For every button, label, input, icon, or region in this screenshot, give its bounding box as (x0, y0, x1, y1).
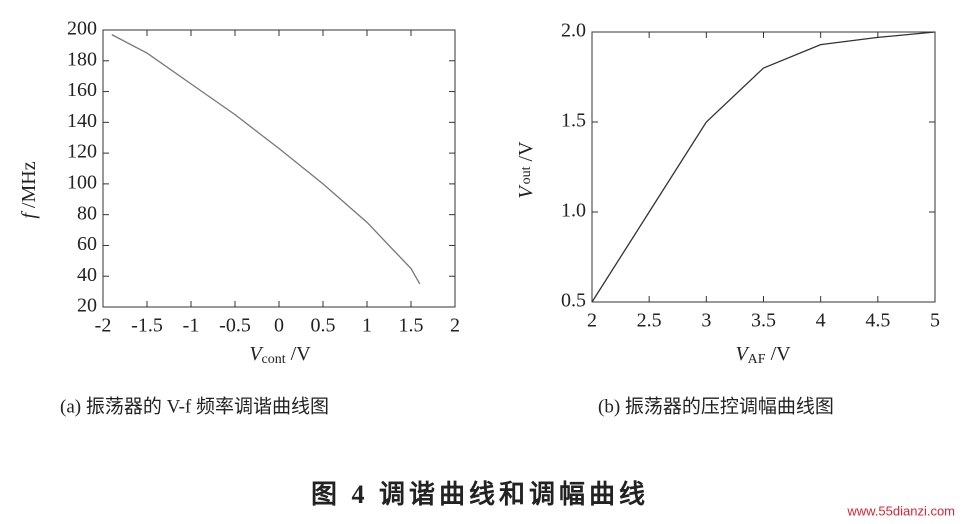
axis-label: f /MHz (18, 161, 40, 218)
axis-label-unit: /V (766, 343, 792, 365)
y-tick-label: 20 (77, 295, 97, 317)
x-tick-label: -1.5 (131, 315, 163, 337)
axis-label-subscript: out (519, 166, 534, 184)
x-tick-label: 0 (274, 315, 284, 337)
axis-label-unit: /V (286, 343, 312, 365)
x-tick-label: 2 (450, 315, 460, 337)
y-tick-label: 120 (67, 141, 97, 163)
axis-label-symbol: V (249, 343, 264, 365)
axis-label-unit: /MHz (18, 161, 40, 213)
y-tick-label: 140 (67, 110, 97, 132)
caption: (a) 振荡器的 V-f 频率调谐曲线图 (60, 395, 329, 417)
y-tick-label: 1.0 (561, 200, 586, 222)
y-tick-label: 2.0 (561, 20, 586, 42)
x-tick-label: -0.5 (219, 315, 251, 337)
axis-label-subscript: AF (748, 352, 766, 367)
watermark: www.55dianzi.com (846, 503, 955, 518)
axis-label: VAF /V (735, 343, 791, 368)
plot-frame (102, 29, 456, 308)
y-tick-label: 40 (77, 264, 97, 286)
x-tick-label: 4.5 (865, 310, 890, 332)
x-tick-label: 1.5 (399, 315, 424, 337)
y-tick-label: 160 (67, 79, 97, 101)
x-tick-label: 2 (587, 310, 597, 332)
axis-label-symbol: V (735, 343, 750, 365)
axis-label-subscript: cont (262, 352, 286, 367)
x-tick-label: 1 (362, 315, 372, 337)
x-tick-label: 0.5 (311, 315, 336, 337)
x-tick-label: 2.5 (637, 310, 662, 332)
y-tick-label: 180 (67, 48, 97, 70)
y-tick-label: 200 (67, 18, 97, 40)
x-tick-label: -2 (95, 315, 112, 337)
y-tick-label: 60 (77, 233, 97, 255)
plot-frame (591, 31, 936, 303)
x-tick-label: 3 (701, 310, 711, 332)
axis-label: Vout /V (515, 141, 537, 199)
x-tick-label: -1 (183, 315, 200, 337)
caption: (b) 振荡器的压控调幅曲线图 (598, 395, 834, 417)
axis-label-symbol: V (515, 184, 537, 199)
axis-label-unit: /V (515, 141, 537, 167)
data-line (591, 31, 936, 303)
figure-title: 图 4 调谐曲线和调幅曲线 (311, 480, 649, 509)
axis-label-symbol: f (18, 211, 40, 219)
axis-label: Vcont /V (249, 343, 311, 368)
x-tick-label: 5 (930, 310, 940, 332)
y-tick-label: 80 (77, 202, 97, 224)
data-line (111, 34, 421, 285)
y-tick-label: 1.5 (561, 110, 586, 132)
x-tick-label: 4 (816, 310, 826, 332)
y-tick-label: 0.5 (561, 290, 586, 312)
x-tick-label: 3.5 (751, 310, 776, 332)
y-tick-label: 100 (67, 171, 97, 193)
